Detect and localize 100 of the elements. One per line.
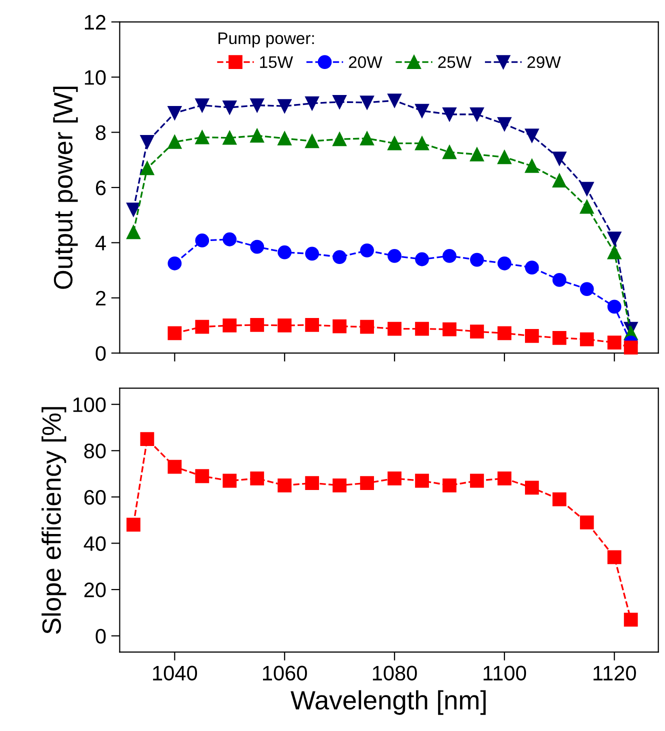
- point: [332, 95, 346, 109]
- point: [168, 106, 182, 120]
- point: [498, 326, 512, 340]
- point: [126, 202, 140, 217]
- y-tick-label: 60: [84, 490, 106, 505]
- y-tick-label: 10: [84, 70, 106, 85]
- point: [168, 460, 182, 474]
- point: [498, 150, 512, 164]
- point: [415, 136, 429, 150]
- point: [126, 225, 140, 240]
- point: [524, 260, 539, 274]
- point: [624, 612, 638, 627]
- point: [498, 256, 512, 270]
- y-tick-label: 100: [73, 397, 106, 412]
- y-axis-title: Output power [W]: [53, 86, 78, 289]
- point: [415, 322, 429, 336]
- point: [415, 252, 429, 266]
- point: [140, 135, 154, 149]
- point: [250, 318, 264, 332]
- point: [580, 515, 594, 530]
- x-tick-label: 1100: [484, 666, 526, 681]
- y-tick-label: 8: [96, 125, 106, 140]
- point: [524, 159, 539, 173]
- point: [470, 324, 484, 338]
- point: [524, 128, 539, 143]
- point: [278, 478, 292, 492]
- point: [442, 145, 456, 160]
- x-tick-label: 1120: [594, 666, 636, 681]
- y-tick-label: 6: [96, 180, 106, 196]
- point: [222, 232, 237, 246]
- point: [278, 245, 292, 260]
- point: [305, 246, 320, 261]
- point: [305, 476, 320, 490]
- point: [388, 248, 402, 263]
- legend-label: 20W: [348, 56, 382, 68]
- y-tick-label: 0: [96, 628, 106, 644]
- point: [332, 319, 346, 334]
- point: [250, 98, 264, 112]
- point: [552, 152, 566, 166]
- point: [524, 480, 539, 495]
- point: [222, 474, 237, 488]
- point: [126, 518, 140, 532]
- point: [470, 252, 484, 267]
- point: [498, 471, 512, 486]
- point: [195, 130, 210, 144]
- point: [222, 100, 237, 114]
- point: [332, 250, 346, 264]
- point: [168, 326, 182, 340]
- x-tick-label: 1060: [263, 666, 307, 681]
- point: [470, 107, 484, 122]
- point: [305, 318, 320, 332]
- point: [250, 128, 264, 143]
- point: [580, 332, 594, 346]
- point: [195, 98, 210, 112]
- point: [607, 245, 622, 260]
- point: [140, 432, 154, 446]
- point: [624, 340, 638, 354]
- legend-title: Pump power:: [218, 32, 314, 48]
- point: [278, 318, 292, 332]
- point: [607, 300, 622, 314]
- point: [552, 330, 566, 345]
- y-tick-label: 12: [84, 14, 106, 30]
- point: [388, 94, 402, 108]
- point: [388, 136, 402, 150]
- x-tick-label: 1080: [372, 666, 417, 681]
- point: [250, 471, 264, 486]
- point: [195, 234, 210, 248]
- y-tick-label: 80: [84, 444, 106, 458]
- point: [305, 96, 320, 110]
- point: [305, 134, 320, 148]
- point: [140, 161, 154, 176]
- point: [360, 476, 374, 490]
- point: [552, 273, 566, 287]
- y-tick-label: 0: [96, 346, 106, 361]
- point: [415, 474, 429, 488]
- point: [442, 478, 456, 492]
- y-tick-label: 20: [84, 582, 106, 598]
- point: [278, 131, 292, 146]
- x-tick-label: 1040: [153, 666, 198, 681]
- point: [360, 243, 374, 258]
- point: [580, 182, 594, 196]
- point: [552, 174, 566, 188]
- point: [332, 132, 346, 146]
- y-tick-label: 40: [84, 536, 106, 552]
- point: [442, 322, 456, 336]
- point: [552, 492, 566, 506]
- point: [388, 471, 402, 486]
- point: [250, 240, 264, 254]
- point: [607, 336, 622, 350]
- point: [607, 232, 622, 246]
- y-axis-title: Slope efficiency [%]: [42, 407, 66, 634]
- legend-label: 15W: [260, 56, 294, 68]
- point: [442, 107, 456, 122]
- point: [415, 104, 429, 118]
- point: [580, 200, 594, 214]
- point: [607, 550, 622, 564]
- legend-label: 25W: [438, 56, 472, 68]
- point: [360, 320, 374, 334]
- point: [168, 135, 182, 149]
- y-tick-label: 4: [95, 236, 106, 250]
